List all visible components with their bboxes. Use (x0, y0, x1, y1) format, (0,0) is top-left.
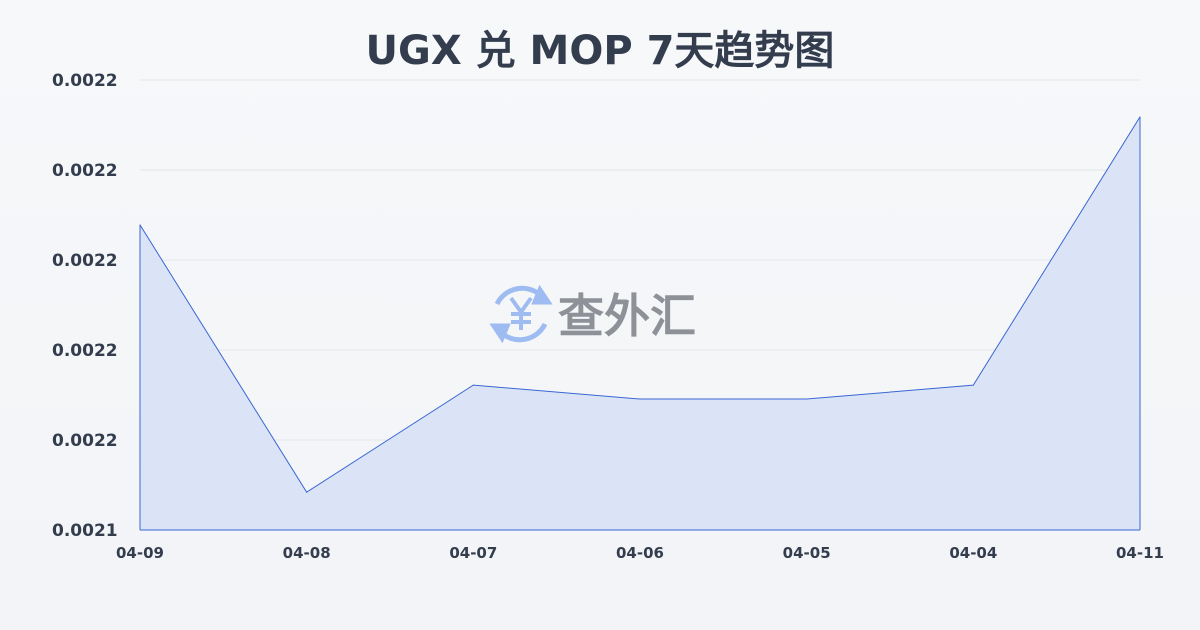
y-tick-label: 0.0022 (52, 341, 118, 361)
chart-title: UGX 兑 MOP 7天趋势图 (365, 28, 835, 74)
x-tick-label: 04-06 (616, 544, 664, 562)
data-point (806, 398, 808, 400)
y-tick-label: 0.0022 (52, 71, 118, 91)
y-tick-label: 0.0021 (52, 521, 118, 541)
data-point (306, 491, 308, 493)
data-point (139, 224, 141, 226)
y-tick-label: 0.0022 (52, 161, 118, 181)
x-tick-label: 04-05 (783, 544, 831, 562)
data-point (639, 398, 641, 400)
yen-exchange-icon (489, 284, 553, 344)
data-point (972, 384, 974, 386)
x-tick-label: 04-04 (949, 544, 997, 562)
x-tick-label: 04-07 (449, 544, 497, 562)
x-tick-label: 04-11 (1116, 544, 1164, 562)
x-tick-label: 04-09 (116, 544, 164, 562)
data-point (472, 384, 474, 386)
y-tick-label: 0.0022 (52, 431, 118, 451)
watermark: 查外汇 (489, 284, 696, 344)
data-point (1139, 116, 1141, 118)
y-tick-label: 0.0022 (52, 251, 118, 271)
watermark-text: 查外汇 (558, 289, 696, 343)
x-tick-label: 04-08 (283, 544, 331, 562)
series-area (140, 116, 1140, 531)
